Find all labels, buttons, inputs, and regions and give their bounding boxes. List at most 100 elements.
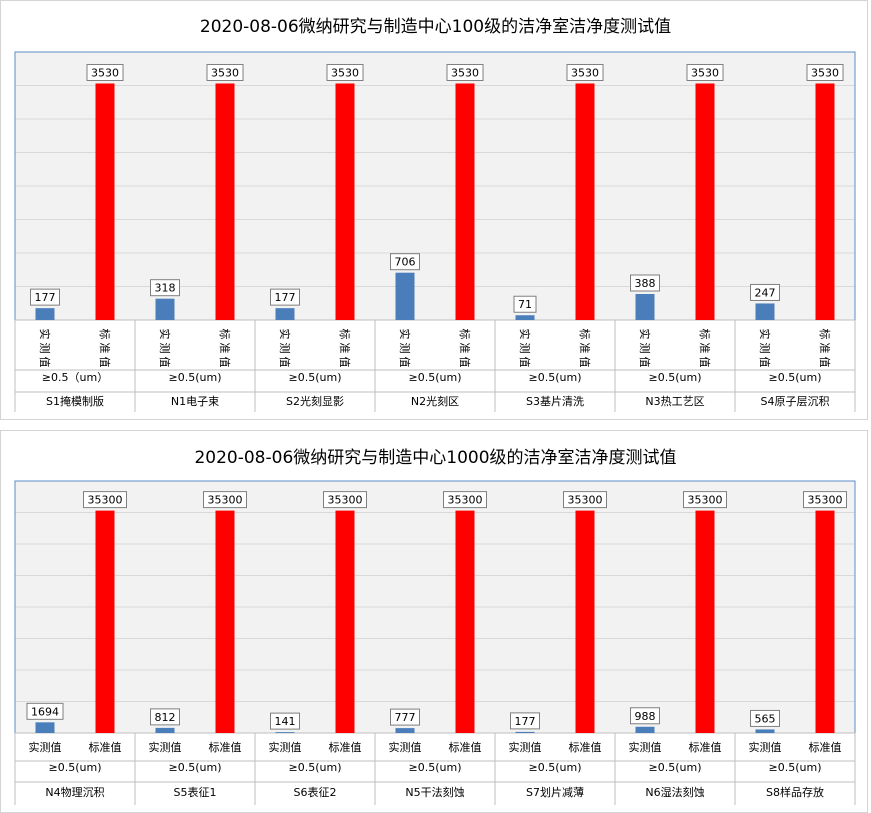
- data-label-box: [750, 283, 780, 301]
- data-label: 35300: [448, 494, 483, 507]
- data-label-box: [806, 63, 844, 81]
- bar-measured: [755, 729, 775, 733]
- category-label: S5表征1: [174, 785, 217, 799]
- bar-label: 标: [698, 329, 712, 340]
- bar-measured: [515, 315, 535, 320]
- category-label: S7划片减薄: [526, 785, 584, 799]
- bar-label: 准: [458, 343, 471, 354]
- data-label-box: [323, 491, 367, 509]
- data-label: 177: [275, 291, 296, 304]
- bar-standard: [695, 83, 715, 321]
- bar-label: 值: [638, 357, 651, 368]
- data-label-box: [203, 491, 247, 509]
- bar-label: 标准值: [329, 740, 362, 754]
- bar-label: 测: [398, 343, 411, 354]
- data-label: 318: [155, 282, 176, 295]
- chart-title-class-1000: 2020-08-06微纳研究与制造中心1000级的洁净室洁净度测试值: [194, 448, 677, 468]
- bar-standard: [335, 83, 355, 321]
- bar-label: 准: [818, 343, 831, 354]
- data-label: 3530: [331, 66, 359, 79]
- bar-label: 值: [698, 357, 711, 368]
- bar-label: 准: [578, 343, 591, 354]
- bar-label: 实测值: [149, 740, 182, 754]
- data-label: 777: [395, 711, 416, 724]
- category-label: S1掩模制版: [46, 394, 104, 408]
- bar-label: 值: [758, 357, 771, 368]
- bar-label: 值: [158, 357, 171, 368]
- data-label: 3530: [811, 66, 839, 79]
- bar-measured: [35, 308, 55, 320]
- bar-label: 值: [458, 357, 471, 368]
- bar-label: 值: [338, 357, 351, 368]
- bar-label: 标准值: [569, 740, 602, 754]
- particle-size-label: ≥0.5(um): [649, 761, 702, 774]
- data-label: 177: [515, 715, 536, 728]
- data-label-box: [26, 702, 64, 720]
- data-label: 565: [755, 712, 776, 725]
- bar-standard: [335, 510, 355, 733]
- data-label-box: [83, 491, 127, 509]
- data-label-box: [750, 709, 780, 727]
- bar-measured: [635, 726, 655, 733]
- bar-label: 值: [278, 357, 291, 368]
- bar-label: 标准值: [449, 740, 482, 754]
- bar-standard: [215, 83, 235, 321]
- category-label: N4物理沉积: [45, 785, 104, 799]
- data-label-box: [630, 707, 660, 725]
- bar-label: 实: [278, 329, 292, 340]
- bar-label: 标: [98, 329, 112, 340]
- category-label: S4原子层沉积: [761, 395, 830, 408]
- bar-standard: [815, 510, 835, 733]
- bar-label: 标准值: [89, 740, 122, 754]
- category-label: N3热工艺区: [645, 395, 704, 408]
- bar-label: 实: [758, 329, 772, 340]
- chart-1: 1694 实测值 35300 标准值 ≥0.5(um) N4物理沉积 812 实测值 35300…: [14, 480, 856, 805]
- bar-label: 实测值: [389, 740, 422, 754]
- particle-size-label: ≥0.5(um): [169, 371, 222, 384]
- bar-label: 实: [38, 329, 52, 340]
- data-label: 3530: [211, 66, 239, 79]
- bar-measured: [275, 308, 295, 320]
- data-label: 35300: [88, 494, 123, 507]
- bar-label: 测: [158, 343, 171, 354]
- bar-measured: [275, 732, 295, 733]
- bar-label: 实测值: [749, 740, 782, 754]
- bar-label: 值: [518, 357, 531, 368]
- data-label: 177: [35, 291, 56, 304]
- bar-standard: [95, 83, 115, 321]
- particle-size-label: ≥0.5(um): [769, 371, 822, 384]
- data-label: 812: [155, 711, 176, 724]
- bar-standard: [95, 510, 115, 733]
- data-label-box: [206, 63, 244, 81]
- data-label-box: [30, 288, 60, 306]
- particle-size-label: ≥0.5(um): [769, 761, 822, 774]
- category-label: N6湿法刻蚀: [645, 785, 704, 799]
- data-label-box: [150, 708, 180, 726]
- bar-label: 值: [818, 357, 831, 368]
- bar-label: 标: [578, 329, 592, 340]
- bar-standard: [815, 83, 835, 321]
- data-label: 3530: [91, 66, 119, 79]
- particle-size-label: ≥0.5(um): [649, 371, 702, 384]
- bar-measured: [155, 298, 175, 320]
- bar-label: 值: [398, 357, 411, 368]
- bar-label: 值: [578, 357, 591, 368]
- bar-label: 值: [98, 357, 111, 368]
- data-label-box: [270, 288, 300, 306]
- bar-label: 测: [38, 343, 51, 354]
- bar-standard: [455, 510, 475, 733]
- data-label-box: [270, 712, 300, 730]
- bar-label: 实: [518, 329, 532, 340]
- particle-size-label: ≥0.5(um): [49, 761, 102, 774]
- particle-size-label: ≥0.5(um): [289, 371, 342, 384]
- data-label: 3530: [571, 66, 599, 79]
- bar-standard: [455, 83, 475, 321]
- bar-label: 实测值: [29, 740, 62, 754]
- category-label: S2光刻显影: [286, 394, 344, 408]
- data-label: 35300: [688, 494, 723, 507]
- data-label-box: [630, 274, 660, 292]
- data-label-box: [390, 708, 420, 726]
- data-label-box: [446, 63, 484, 81]
- data-label: 35300: [328, 494, 363, 507]
- data-label: 988: [635, 710, 656, 723]
